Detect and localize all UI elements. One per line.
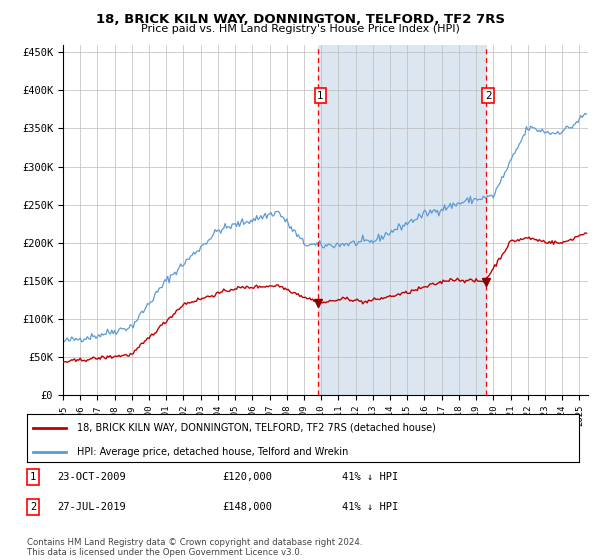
Text: 41% ↓ HPI: 41% ↓ HPI bbox=[342, 502, 398, 512]
Text: Contains HM Land Registry data © Crown copyright and database right 2024.
This d: Contains HM Land Registry data © Crown c… bbox=[27, 538, 362, 557]
Text: 18, BRICK KILN WAY, DONNINGTON, TELFORD, TF2 7RS (detached house): 18, BRICK KILN WAY, DONNINGTON, TELFORD,… bbox=[77, 423, 436, 433]
Text: 1: 1 bbox=[30, 472, 36, 482]
Text: 23-OCT-2009: 23-OCT-2009 bbox=[57, 472, 126, 482]
Text: 27-JUL-2019: 27-JUL-2019 bbox=[57, 502, 126, 512]
Text: 2: 2 bbox=[30, 502, 36, 512]
Text: £120,000: £120,000 bbox=[222, 472, 272, 482]
Text: 1: 1 bbox=[317, 91, 324, 101]
Text: 41% ↓ HPI: 41% ↓ HPI bbox=[342, 472, 398, 482]
Text: 18, BRICK KILN WAY, DONNINGTON, TELFORD, TF2 7RS: 18, BRICK KILN WAY, DONNINGTON, TELFORD,… bbox=[95, 13, 505, 26]
Text: Price paid vs. HM Land Registry's House Price Index (HPI): Price paid vs. HM Land Registry's House … bbox=[140, 24, 460, 34]
Text: 2: 2 bbox=[485, 91, 491, 101]
Text: £148,000: £148,000 bbox=[222, 502, 272, 512]
Text: HPI: Average price, detached house, Telford and Wrekin: HPI: Average price, detached house, Telf… bbox=[77, 446, 348, 456]
Bar bbox=[318, 45, 486, 395]
